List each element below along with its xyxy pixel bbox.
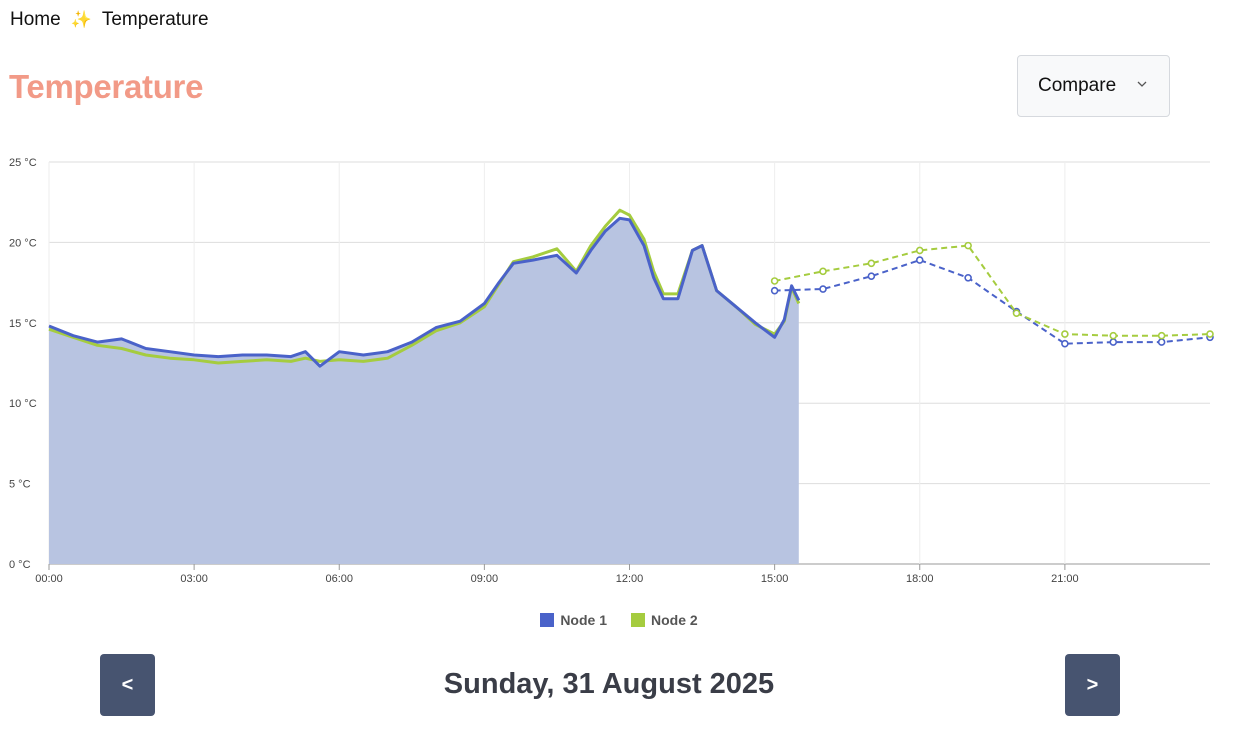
y-tick-label: 15 °C — [9, 318, 37, 330]
series-line-node-1 — [48, 216, 801, 368]
x-tick-label: 03:00 — [180, 573, 208, 585]
forecast-point-node-1 — [915, 256, 924, 264]
forecast-line-node-2 — [774, 244, 1211, 337]
page-title: Temperature — [9, 68, 204, 105]
temperature-chart: 0 °C 5 °C 10 °C 15 °C 20 °C 25 °C 00:00 03:00 06… — [0, 140, 1238, 595]
previous-day-button[interactable]: < — [100, 654, 155, 716]
legend-item-node-2[interactable]: Node 2 — [631, 612, 698, 628]
legend-swatch — [540, 613, 555, 627]
temperature-chart-svg: 0 °C 5 °C 10 °C 15 °C 20 °C 25 °C 00:00 03:00 06… — [9, 157, 1214, 585]
x-tick-label: 00:00 — [35, 573, 63, 585]
forecast-point-node-1 — [964, 273, 972, 282]
forecast-point-node-2 — [867, 259, 876, 268]
x-tick-label: 21:00 — [1051, 573, 1079, 585]
x-tick-label: 18:00 — [906, 573, 934, 585]
forecast-point-node-2 — [915, 246, 924, 255]
legend-label: Node 2 — [651, 612, 698, 628]
x-tick-label: 06:00 — [325, 573, 353, 585]
forecast-point-node-1 — [770, 286, 779, 295]
forecast-point-node-1 — [819, 285, 827, 293]
legend-item-node-1[interactable]: Node 1 — [540, 612, 607, 628]
breadcrumb-current: Temperature — [101, 9, 209, 30]
legend-swatch — [631, 613, 645, 627]
forecast-point-node-2 — [964, 241, 972, 250]
x-tick-label: 12:00 — [616, 573, 644, 585]
forecast-point-node-2 — [1109, 331, 1118, 340]
forecast-line-node-1 — [774, 259, 1211, 345]
y-tick-label: 10 °C — [9, 398, 37, 410]
forecast-point-node-1 — [867, 272, 876, 280]
chevron-down-icon — [1137, 81, 1147, 87]
series-area-node-1 — [49, 218, 799, 565]
forecast-point-node-2 — [1012, 309, 1021, 317]
chart-legend: Node 1 Node 2 — [0, 612, 1238, 628]
breadcrumb-home-link[interactable]: Home — [10, 9, 61, 30]
y-tick-label: 5 °C — [9, 479, 31, 491]
x-tick-label: 09:00 — [471, 573, 499, 585]
compare-dropdown[interactable]: Compare — [1017, 55, 1170, 117]
forecast-point-node-1 — [1109, 338, 1118, 346]
forecast-point-node-2 — [1061, 330, 1069, 338]
forecast-point-node-2 — [1206, 330, 1214, 338]
legend-label: Node 1 — [560, 612, 607, 628]
forecast-point-node-2 — [819, 267, 827, 276]
forecast-point-node-2 — [770, 277, 779, 285]
forecast-point-node-1 — [1061, 339, 1069, 348]
forecast-point-node-1 — [1157, 338, 1166, 346]
y-tick-label: 20 °C — [9, 237, 37, 249]
forecast-point-node-2 — [1157, 331, 1166, 340]
sparkles-icon: ✨ — [70, 10, 92, 29]
y-tick-label: 0 °C — [9, 559, 31, 571]
next-day-button[interactable]: > — [1065, 654, 1120, 716]
compare-label: Compare — [1038, 75, 1117, 96]
current-date: Sunday, 31 August 2025 — [443, 668, 775, 700]
y-tick-label: 25 °C — [9, 157, 37, 169]
x-tick-label: 15:00 — [761, 573, 789, 585]
breadcrumb: Home ✨ Temperature — [10, 9, 209, 31]
